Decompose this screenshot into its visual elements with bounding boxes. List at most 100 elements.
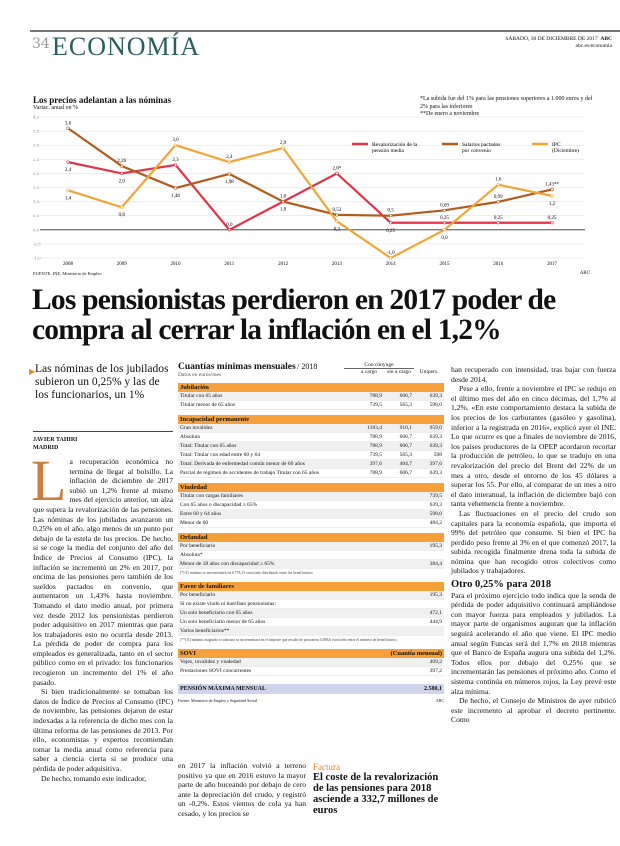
row-label: Total: Titular con 65 años <box>180 443 237 449</box>
data-point <box>335 213 339 217</box>
section-name: Viudedad <box>180 484 207 491</box>
cell-value <box>382 493 412 499</box>
cell-value <box>352 592 382 598</box>
row-label: Por beneficiario <box>180 592 216 598</box>
table-note: (*) El mínimo se incrementará en 6.778,1… <box>180 571 313 575</box>
paragraph: Las fluctuaciones en el precio del crudo… <box>451 508 616 576</box>
cell-value <box>352 619 382 625</box>
data-label: 1,43** <box>545 182 559 187</box>
x-tick-label: 2008 <box>63 262 74 267</box>
cell-value: 639,3 <box>429 443 442 449</box>
data-label: -1,0 <box>387 251 395 256</box>
max-pension-row: PENSIÓN MÁXIMA MENSUAL 2.580,1 <box>178 684 444 694</box>
table-note: (**) El mínimo asignado a cada uno se in… <box>180 638 397 642</box>
cell-value: 739,5 <box>429 493 442 499</box>
data-label: 1,0 <box>280 195 287 200</box>
chart-notes: *La subida fue del 1% para las pensiones… <box>420 96 600 119</box>
cell-value: 472,1 <box>429 610 442 616</box>
data-point <box>442 228 447 232</box>
cell-value <box>382 619 412 625</box>
cell-value: 639,3 <box>429 502 442 508</box>
y-tick-label: 0,0 <box>33 227 40 232</box>
table-row: Entre 60 y 64 años 598,0 <box>178 510 444 519</box>
cell-value <box>412 552 442 558</box>
table-subtitle: Datos en euros/mes <box>178 372 222 378</box>
cell-value <box>382 668 412 674</box>
cell-value: 195,3 <box>429 592 442 598</box>
section-extra: (Cuantía mensual) <box>390 650 442 657</box>
table-title: Cuantías mínimas mensuales <box>178 362 296 372</box>
cell-value: 959,0 <box>429 425 442 431</box>
cell-value: 606,7 <box>399 443 412 449</box>
paragraph: Pese a ello, frente a noviembre el IPC s… <box>451 384 616 509</box>
date: SÁBADO, 30 DE DICIEMBRE DE 2017 <box>505 36 598 42</box>
note-2: **De enero a noviembre <box>420 111 480 117</box>
cell-value <box>412 628 442 634</box>
data-label: 1,6 <box>495 178 502 183</box>
row-label: Por beneficiario <box>180 543 216 549</box>
legend-label: Revalorización de la pensión media <box>372 142 418 154</box>
subhead: Otro 0,25% para 2018 <box>451 579 552 591</box>
article-column-2: en 2017 la inflación volvió a terreno po… <box>178 761 306 819</box>
table-row: Absoluta 788,9 606,7 639,3 <box>178 433 444 442</box>
cell-value <box>352 520 382 526</box>
section-url[interactable]: abc.es/economia <box>575 43 613 49</box>
max-label: PENSIÓN MÁXIMA MENSUAL <box>180 686 267 692</box>
paragraph: De hecho, tomando este indicador, <box>41 773 147 783</box>
data-point <box>227 160 231 164</box>
section-header: Favor de familiares <box>178 582 444 591</box>
cell-value <box>382 561 412 567</box>
cell-value: 598,0 <box>429 402 442 408</box>
data-label: 2,0 <box>119 179 126 184</box>
cell-value: 1183,4 <box>367 425 382 431</box>
data-label: 1,98 <box>225 180 234 185</box>
data-point <box>173 163 178 167</box>
table-row: Total: Titular con edad entre 60 y 64 739… <box>178 451 444 460</box>
cell-value <box>382 502 412 508</box>
paragraph: Para el próximo ejercicio todo indica qu… <box>451 590 616 696</box>
table-row: Total: Titular con 65 años 788,9 606,7 639,… <box>178 442 444 451</box>
kicker: Factura <box>313 762 340 772</box>
data-point <box>389 214 393 218</box>
table-row: Parcial de régimen de accidentes de trab… <box>178 469 444 478</box>
x-tick-label: 2012 <box>278 262 289 267</box>
x-tick-label: 2015 <box>439 262 450 267</box>
paragraph: en 2017 la inflación volvió a terreno po… <box>178 761 306 818</box>
table-row: Menor de 18 años con discapacidad ≥ 65% 3… <box>178 560 444 569</box>
cell-value: 788,9 <box>369 470 382 476</box>
cell-value <box>352 659 382 665</box>
data-point <box>550 221 554 225</box>
table-row: Si no existe viudo ni huérfano pensionis… <box>178 600 444 609</box>
cell-value <box>382 592 412 598</box>
row-label: Parcial de régimen de accidentes de trab… <box>180 470 319 476</box>
article-column-3: han recuperado con intensidad, tras baja… <box>451 365 616 725</box>
paragraph: han recuperado con intensidad, tras baja… <box>451 365 616 384</box>
table-row: Menor de 60 484,2 <box>178 519 444 528</box>
cell-value: 484,2 <box>429 520 442 526</box>
section-header: Orfandad <box>178 533 444 542</box>
table-row: Titular con 65 años 788,9 606,7 639,3 <box>178 392 444 401</box>
data-label: 1,0 <box>280 208 287 213</box>
cell-value: 404,7 <box>399 461 412 467</box>
series-line <box>67 143 553 260</box>
data-label: 0,8 <box>119 213 126 218</box>
data-point <box>227 172 231 176</box>
chart-subtitle: Variac. anual en % <box>33 105 78 111</box>
legend-label: IPC (Diciembre) <box>552 142 579 154</box>
section-title: ECONOMÍA <box>52 32 201 61</box>
cell-value: 639,3 <box>429 470 442 476</box>
group-header: Con cónyuge <box>344 362 414 369</box>
row-label: Varios beneficiarios** <box>180 628 230 634</box>
data-label: 2,4 <box>65 168 72 173</box>
data-point <box>173 143 178 147</box>
row-label: Titular menor de 65 años <box>180 402 236 408</box>
data-point <box>66 126 70 130</box>
x-tick-label: 2017 <box>547 262 558 267</box>
note-1: *La subida fue del 1% para las pensiones… <box>420 96 593 110</box>
data-label: 0,69 <box>440 203 449 208</box>
table-row: Un solo beneficiario menor de 65 años 444… <box>178 618 444 627</box>
section-name: Jubilación <box>180 384 209 391</box>
data-label: 0,3 <box>334 227 341 232</box>
headline: Los pensionistas perdieron en 2017 poder… <box>32 284 556 346</box>
data-label: 0,99 <box>494 195 503 200</box>
